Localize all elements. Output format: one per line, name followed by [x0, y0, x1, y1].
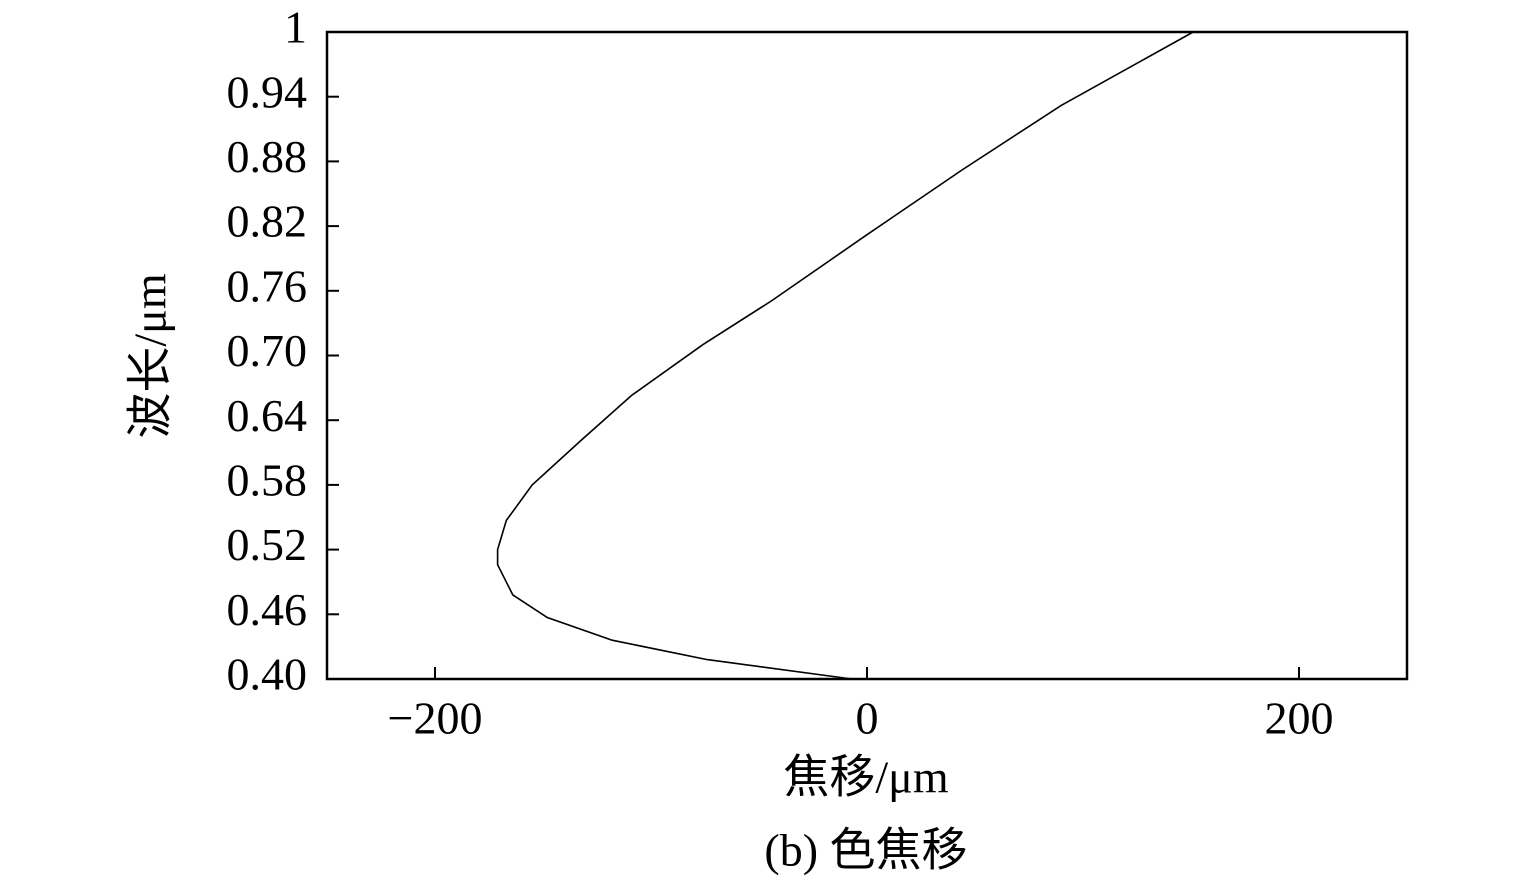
y-tick-label: 0.58: [227, 454, 308, 505]
x-tick-label: −200: [388, 693, 483, 744]
y-tick-label: 0.94: [227, 66, 308, 117]
y-tick-label: 0.76: [227, 260, 308, 311]
y-tick-label: 0.64: [227, 390, 308, 441]
x-tick-label: 200: [1265, 693, 1334, 744]
plot-frame: [325, 30, 1409, 681]
x-axis-label: 焦移/μm: [783, 752, 948, 803]
y-tick-label: 0.40: [227, 649, 308, 700]
y-tick-label: 0.52: [227, 519, 308, 570]
y-tick-label: 0.46: [227, 584, 308, 635]
caption: (b) 色焦移: [764, 825, 967, 876]
y-tick-label: 0.70: [227, 325, 308, 376]
y-tick-label: 0.88: [227, 131, 308, 182]
data-line: [496, 31, 1194, 680]
y-axis-label: 波长/μm: [125, 273, 176, 438]
x-tick-label: 0: [856, 693, 879, 744]
y-tick-label: 1: [284, 2, 307, 53]
y-tick-label: 0.82: [227, 196, 308, 247]
